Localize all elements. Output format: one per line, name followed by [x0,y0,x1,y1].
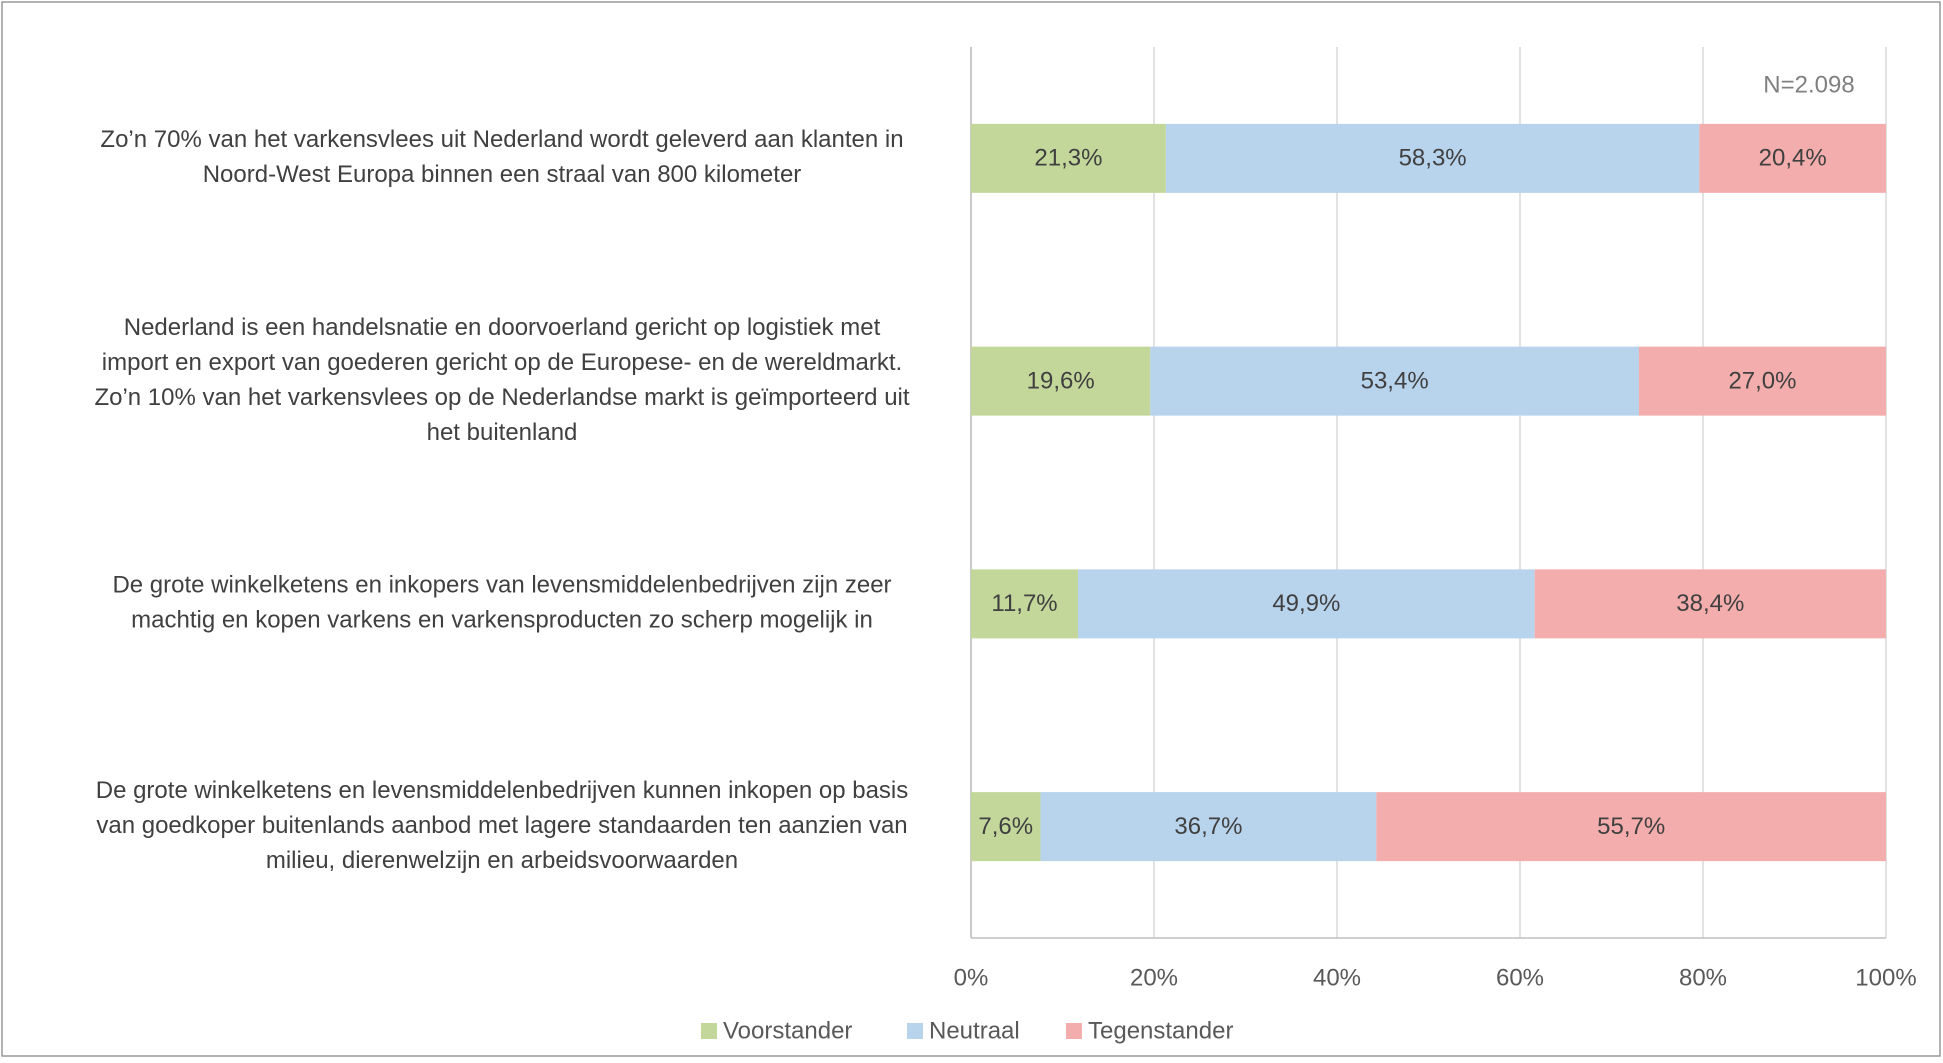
category-label: De grote winkelketens en levensmiddelenb… [96,777,909,804]
annotation: N=2.098 [1763,71,1854,98]
data-label: 19,6% [1027,367,1095,394]
data-label: 27,0% [1728,367,1796,394]
legend-label: Tegenstander [1088,1017,1233,1044]
bar-segment [1165,123,1700,193]
data-label: 11,7% [991,590,1057,617]
legend-swatch [701,1023,717,1039]
bar-segment [1078,569,1535,639]
bar-segment [1699,123,1886,193]
bar-segment [1040,792,1377,862]
bar-segment [1376,792,1886,862]
x-tick-label: 60% [1496,964,1544,991]
data-label: 38,4% [1676,590,1744,617]
data-label: 53,4% [1361,367,1429,394]
category-label: import en export van goederen gericht op… [102,349,902,376]
x-tick-label: 0% [954,964,989,991]
category-label: Noord-West Europa binnen een straal van … [203,161,802,188]
data-label: 20,4% [1759,145,1827,172]
legend-swatch [1066,1023,1082,1039]
bar-segment [971,346,1151,416]
legend-swatch [907,1023,923,1039]
data-label: 55,7% [1597,813,1665,840]
data-label: 21,3% [1034,145,1102,172]
x-tick-label: 80% [1679,964,1727,991]
bar-segment [971,569,1079,639]
bar-segment [1150,346,1639,416]
x-tick-label: 40% [1313,964,1361,991]
x-tick-label: 100% [1855,964,1916,991]
bar-segment [971,123,1166,193]
bar-segment [971,792,1041,862]
category-label: Nederland is een handelsnatie en doorvoe… [124,314,881,341]
category-label: het buitenland [427,419,578,446]
category-label: milieu, dierenwelzijn en arbeidsvoorwaar… [266,847,738,874]
legend-label: Voorstander [723,1017,852,1044]
category-label: Zo’n 10% van het varkensvlees op de Nede… [94,384,909,411]
bar-segment [1638,346,1886,416]
x-tick-label: 20% [1130,964,1178,991]
category-label: machtig en kopen varkens en varkensprodu… [131,607,873,634]
data-label: 36,7% [1174,813,1242,840]
bar-segment [1534,569,1886,639]
category-label: Zo’n 70% van het varkensvlees uit Nederl… [100,126,903,153]
data-label: 7,6% [978,813,1033,840]
data-label: 49,9% [1272,590,1340,617]
data-label: 58,3% [1399,145,1467,172]
category-label: De grote winkelketens en inkopers van le… [112,572,891,599]
legend-label: Neutraal [929,1017,1020,1044]
category-label: van goedkoper buitenlands aanbod met lag… [96,812,907,839]
